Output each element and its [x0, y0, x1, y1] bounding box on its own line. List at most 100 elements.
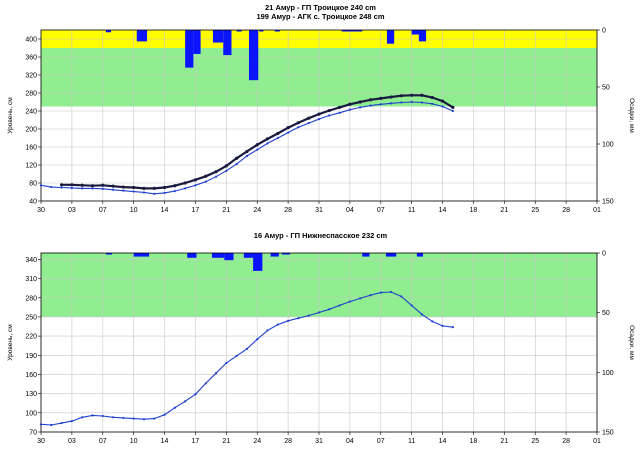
- series-1-point: [194, 393, 197, 396]
- series-1-point: [70, 420, 73, 423]
- precip-bar: [411, 30, 420, 35]
- x-tick-label: 30: [37, 438, 45, 445]
- series-1-point: [430, 95, 434, 100]
- x-tick-label: 07: [377, 207, 385, 214]
- precip-bar: [133, 253, 150, 257]
- series-2-point: [256, 148, 259, 151]
- series-1-point: [90, 184, 95, 188]
- x-tick-label: 28: [562, 438, 570, 445]
- series-1-point: [224, 164, 228, 168]
- series-2-point: [451, 109, 454, 113]
- x-tick-label: 30: [37, 207, 45, 214]
- x-tick-label: 01: [593, 438, 601, 445]
- series-1-point: [287, 319, 290, 322]
- series-2-point: [400, 101, 403, 104]
- x-tick-label: 03: [68, 207, 76, 214]
- series-2-point: [317, 118, 321, 121]
- precip-bar: [223, 30, 232, 56]
- y-axis-label: Уровень, см: [7, 324, 14, 361]
- y2-tick-label: 150: [602, 430, 614, 437]
- y2-axis-label: Осадки, мм: [628, 325, 635, 360]
- y-tick-label: 280: [25, 295, 37, 302]
- series-2-point: [420, 101, 424, 104]
- series-1-point: [132, 417, 135, 420]
- precip-bar: [253, 253, 263, 271]
- series-1-point: [60, 421, 63, 425]
- y-tick-label: 70: [29, 430, 37, 437]
- x-tick-label: 14: [439, 207, 447, 214]
- series-2-point: [81, 187, 84, 190]
- series-1-point: [348, 300, 351, 303]
- series-2-point: [431, 102, 434, 105]
- series-2-point: [287, 131, 290, 134]
- x-tick-label: 24: [253, 207, 261, 214]
- series-1-point: [297, 317, 300, 320]
- y-tick-label: 120: [25, 163, 37, 170]
- series-1-point: [276, 131, 280, 136]
- precip-bar: [341, 30, 363, 32]
- x-tick-label: 03: [68, 438, 76, 445]
- x-tick-label: 18: [470, 207, 478, 214]
- x-tick-label: 11: [408, 438, 415, 445]
- y-tick-label: 160: [25, 372, 37, 379]
- series-2-point: [379, 103, 382, 106]
- chart1-plot: 30 03 07 10 14 17 21 24 28 31 04 07 11 14 18 21 25 28 01 40…: [7, 28, 635, 215]
- precip-bar: [385, 253, 397, 257]
- series-2-point: [297, 126, 300, 129]
- series-1-point: [441, 324, 444, 327]
- series-1-point: [59, 183, 64, 187]
- y-tick-label: 200: [25, 127, 37, 134]
- series-1-point: [163, 413, 166, 416]
- series-1-point: [173, 184, 177, 188]
- series-2-point: [111, 188, 115, 191]
- y2-tick-label: 100: [602, 142, 614, 149]
- precip-bar: [236, 30, 242, 32]
- series-1-point: [214, 170, 218, 174]
- precip-bar: [248, 30, 259, 81]
- series-2-point: [60, 186, 63, 189]
- series-1-point: [122, 416, 125, 420]
- x-tick-label: 07: [377, 438, 385, 445]
- y2-tick-label: 150: [602, 199, 614, 206]
- chart1-title-line1: 21 Амур - ГП Троицкое 240 cm: [265, 3, 376, 12]
- series-1-point: [266, 329, 269, 332]
- series-2-point: [245, 154, 249, 158]
- x-tick-label: 04: [346, 438, 354, 445]
- y-tick-label: 160: [25, 145, 37, 152]
- series-1-point: [204, 382, 207, 385]
- precip-bar: [259, 30, 264, 32]
- x-tick-label: 14: [161, 207, 169, 214]
- y2-tick-label: 0: [602, 28, 606, 35]
- series-1-point: [152, 186, 156, 190]
- precip-bar: [185, 30, 194, 68]
- series-1-point: [400, 295, 403, 298]
- series-1-point: [327, 108, 331, 113]
- series-1-point: [235, 354, 238, 358]
- series-1-point: [440, 99, 445, 103]
- series-2-point: [153, 192, 156, 195]
- series-2-point: [441, 105, 444, 108]
- series-1-point: [338, 304, 341, 307]
- series-1-point: [101, 414, 104, 418]
- series-2-point: [276, 136, 279, 140]
- x-tick-label: 14: [161, 438, 169, 445]
- y2-tick-label: 0: [602, 251, 606, 258]
- x-tick-label: 28: [562, 207, 570, 214]
- series-1-point: [255, 143, 259, 147]
- precip-bar: [136, 30, 148, 42]
- y-tick-label: 220: [25, 334, 37, 341]
- series-2-point: [163, 191, 166, 194]
- series-1-point: [348, 102, 352, 106]
- y-tick-label: 250: [25, 314, 37, 321]
- series-2-point: [328, 114, 331, 117]
- x-tick-label: 25: [531, 207, 539, 214]
- series-1-point: [173, 406, 176, 409]
- series-1-point: [50, 423, 53, 427]
- precip-bar: [211, 253, 225, 258]
- x-tick-label: 04: [346, 207, 354, 214]
- series-1-point: [225, 361, 228, 365]
- series-1-point: [368, 98, 373, 102]
- series-2-point: [235, 163, 238, 166]
- series-1-point: [142, 418, 146, 421]
- y2-axis-label: Осадки, мм: [628, 98, 635, 133]
